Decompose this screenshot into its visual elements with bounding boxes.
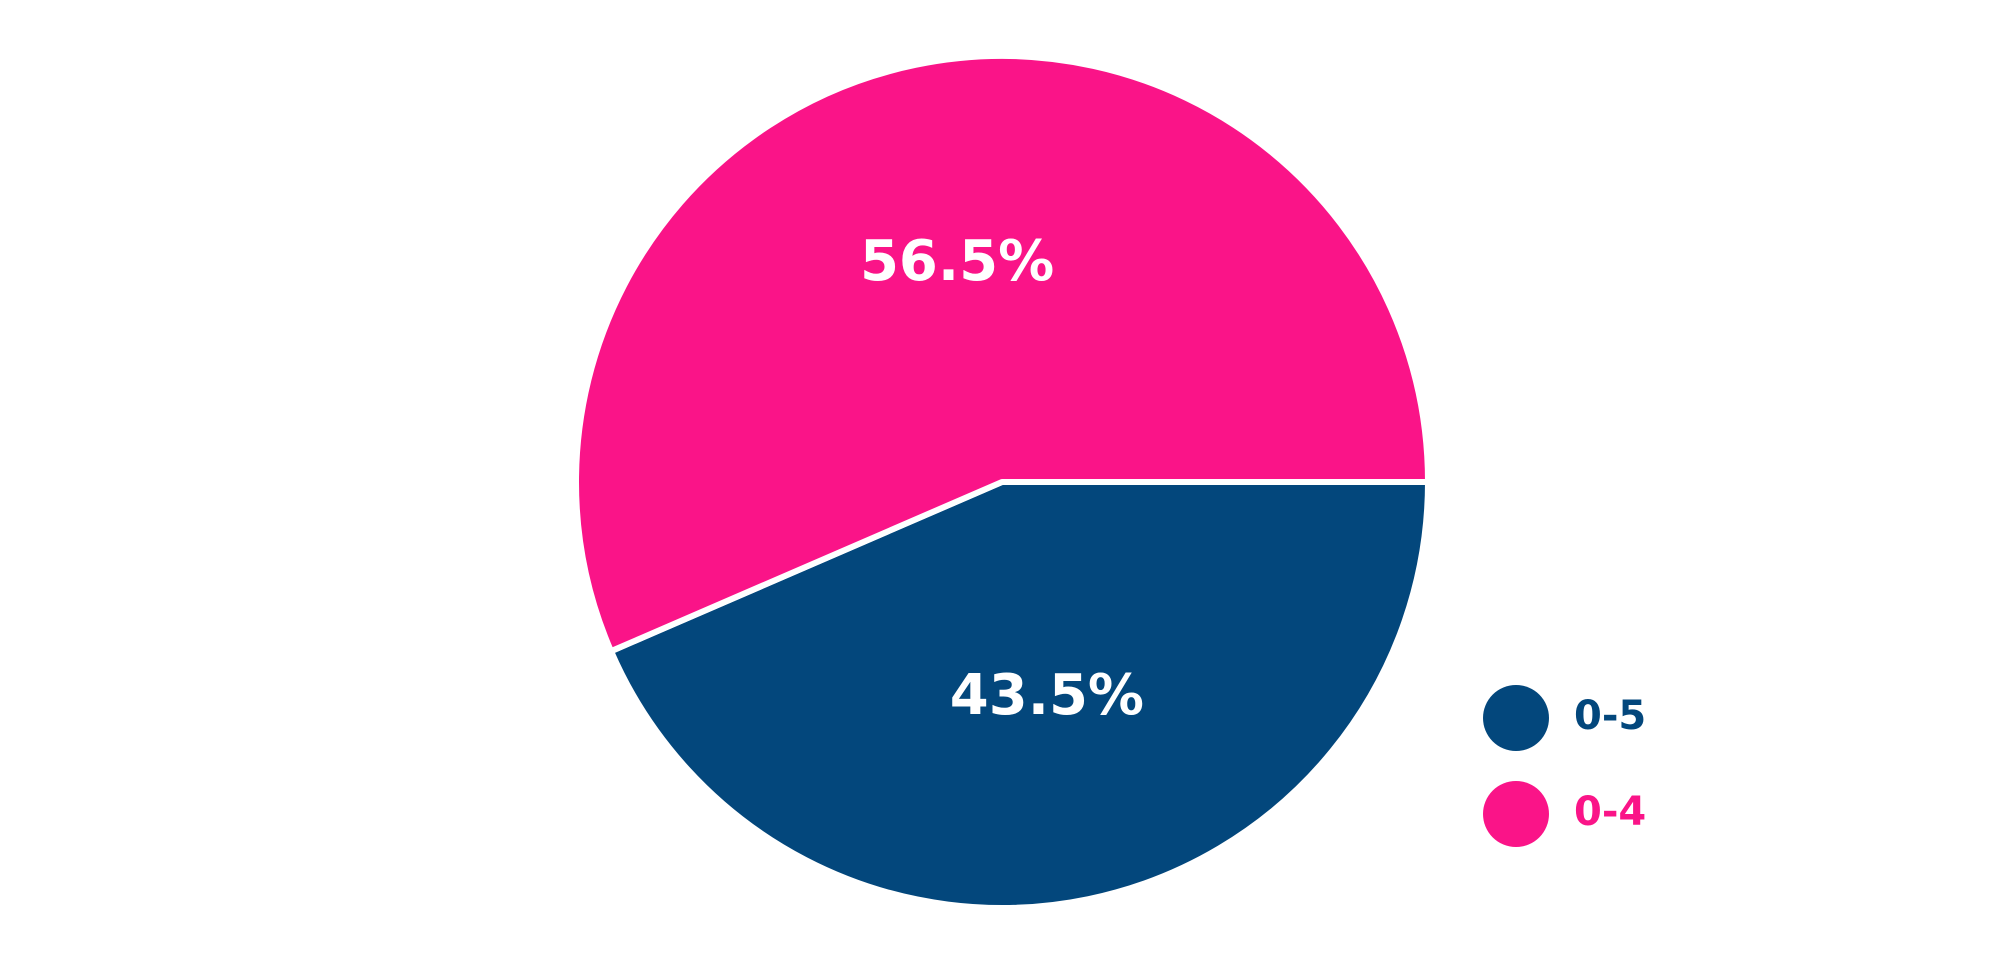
value-label: 43.5%	[950, 663, 1144, 728]
legend-label: 0-4	[1574, 789, 1646, 835]
legend-label: 0-5	[1574, 693, 1646, 739]
value-label: 56.5%	[860, 229, 1054, 294]
legend-marker	[1483, 781, 1549, 847]
pie-slice	[608, 479, 1431, 911]
legend-marker	[1483, 685, 1549, 751]
pie-slice	[573, 53, 1431, 655]
